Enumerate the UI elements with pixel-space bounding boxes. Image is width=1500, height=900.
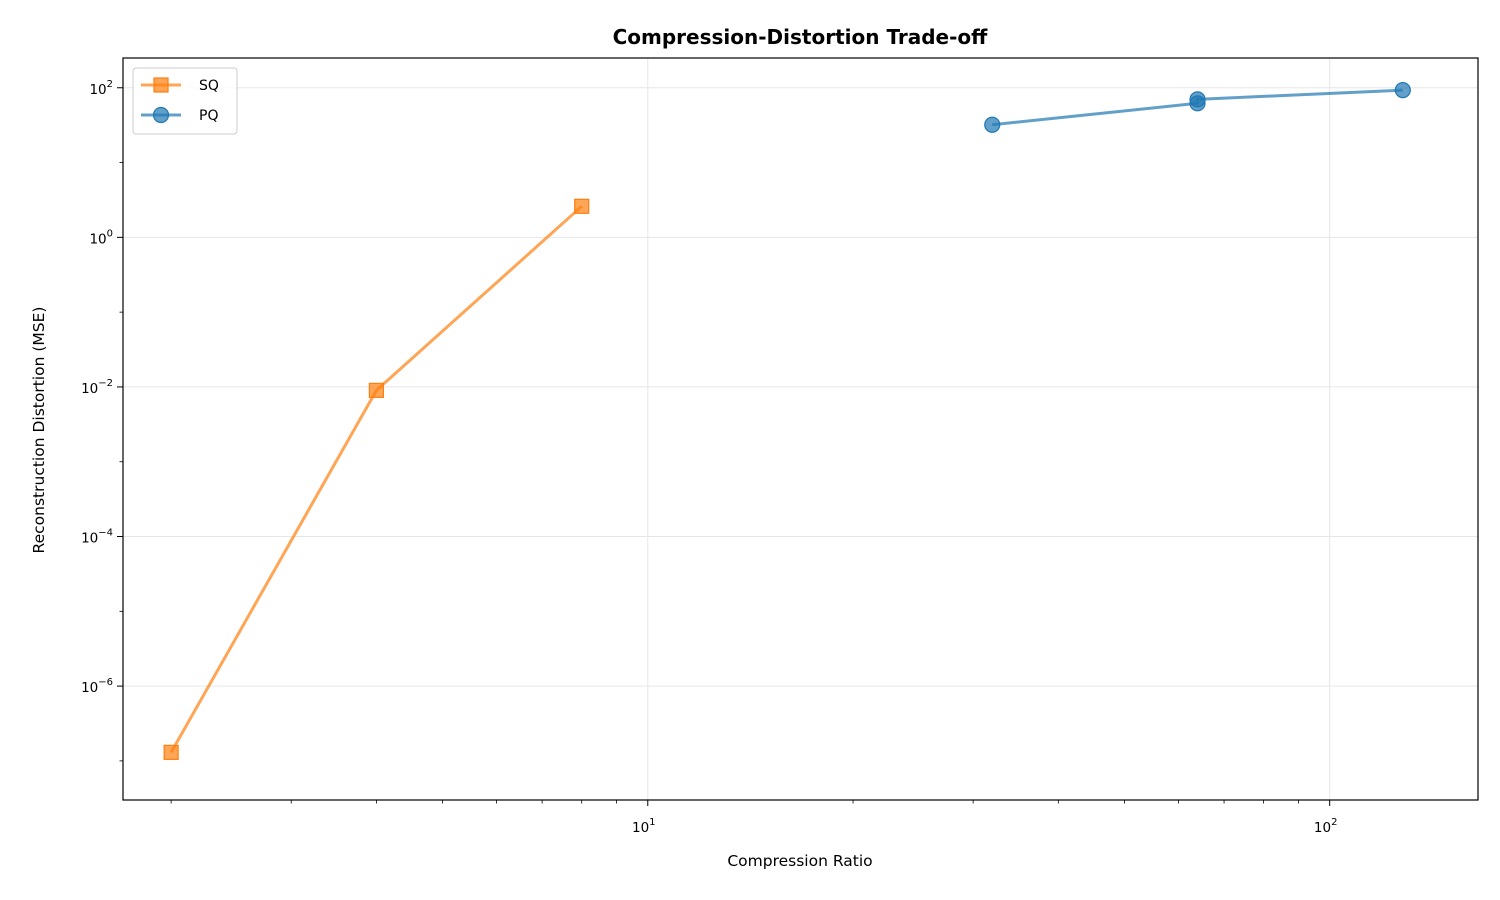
legend-item-pq: PQ bbox=[141, 106, 218, 124]
legend-item-sq: SQ bbox=[141, 77, 219, 94]
legend-label: PQ bbox=[199, 108, 218, 124]
data-point-circle bbox=[1189, 91, 1206, 108]
y-tick-label: 10−2 bbox=[81, 378, 113, 397]
y-axis-ticks: 102 100 10−2 10−4 10−6 bbox=[81, 79, 123, 762]
x-axis-ticks: 101 102 bbox=[170, 800, 1338, 836]
legend-square-marker bbox=[153, 77, 169, 93]
y-tick-label: 100 bbox=[89, 228, 113, 247]
x-tick-label: 102 bbox=[1314, 817, 1338, 836]
data-series bbox=[163, 82, 1411, 760]
x-axis-label: Compression Ratio bbox=[727, 852, 872, 870]
legend-label: SQ bbox=[199, 78, 219, 94]
y-tick-label: 10−6 bbox=[81, 677, 113, 696]
chart-title: Compression-Distortion Trade-off bbox=[613, 25, 989, 49]
data-point-square bbox=[368, 382, 385, 398]
y-axis-label: Reconstruction Distortion (MSE) bbox=[30, 307, 48, 554]
x-tick-label: 101 bbox=[632, 817, 656, 836]
legend-circle-marker bbox=[152, 106, 170, 124]
series-pq bbox=[984, 82, 1411, 133]
grid-lines bbox=[123, 58, 1478, 800]
series-sq bbox=[163, 198, 590, 760]
data-point-circle bbox=[984, 116, 1001, 133]
legend-box bbox=[132, 67, 238, 135]
data-point-circle bbox=[1394, 82, 1411, 99]
data-point-square bbox=[574, 198, 590, 214]
y-tick-label: 102 bbox=[89, 79, 113, 98]
data-point-square bbox=[163, 744, 179, 760]
legend: SQ PQ bbox=[132, 67, 238, 135]
y-tick-label: 10−4 bbox=[81, 528, 113, 547]
plot-area-frame bbox=[122, 57, 1479, 801]
